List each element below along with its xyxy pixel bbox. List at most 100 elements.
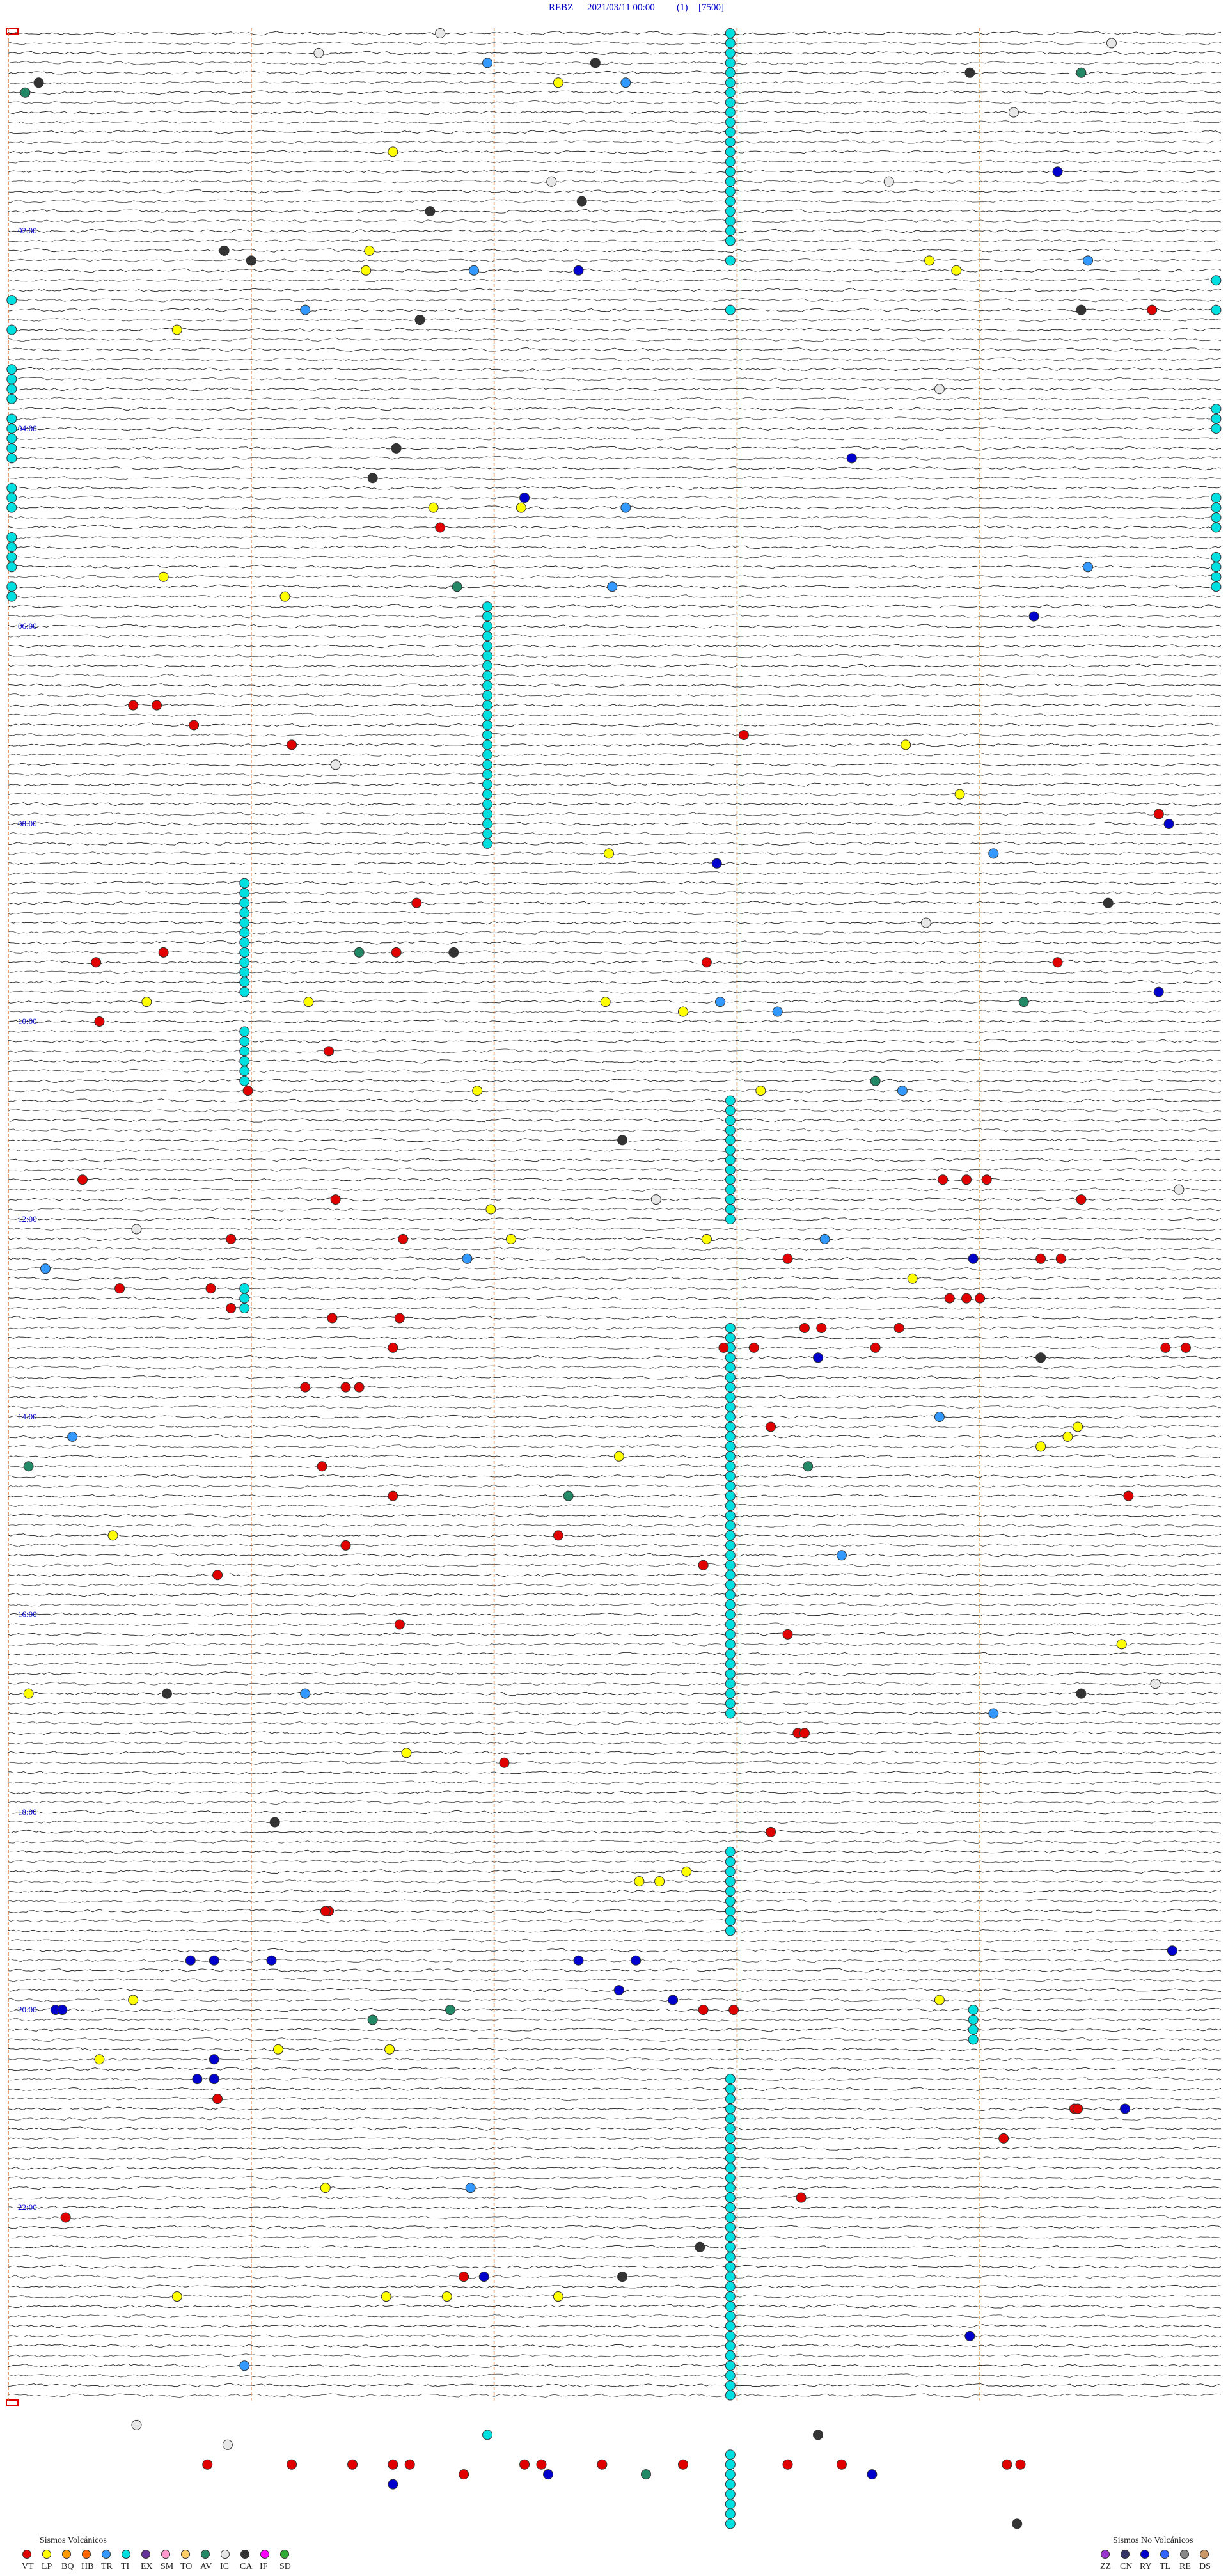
event-marker	[131, 2419, 142, 2430]
trace	[8, 1355, 1222, 1360]
event-marker	[388, 2479, 398, 2490]
event-marker	[388, 1342, 398, 1353]
event-marker	[1153, 986, 1164, 997]
trace	[8, 1484, 1222, 1489]
traces: 02:00 04:00 06:00 08:00 10:00 12:00 14:00 16:00…	[8, 31, 1222, 2398]
trace	[8, 100, 1222, 105]
trace	[8, 239, 1222, 243]
trace	[8, 2047, 1222, 2051]
legend-title: Sismos Volcánicos	[40, 2536, 107, 2545]
event-marker	[681, 1866, 692, 1877]
event-marker	[725, 1599, 736, 1610]
event-marker	[725, 2479, 736, 2490]
legend-code: CA	[240, 2562, 253, 2572]
trace	[8, 1701, 1222, 1706]
trace	[8, 1731, 1222, 1735]
event-marker	[600, 997, 611, 1007]
event-marker	[725, 77, 736, 88]
event-marker	[725, 1105, 736, 1116]
trace	[8, 732, 1222, 738]
event-marker	[388, 2459, 398, 2470]
trace	[8, 1414, 1222, 1419]
hour-label: 02:00	[18, 226, 37, 235]
event-marker	[964, 2330, 975, 2341]
trace	[8, 2195, 1222, 2200]
event-marker	[725, 87, 736, 98]
event-marker	[725, 216, 736, 226]
trace	[8, 1494, 1222, 1499]
event-marker	[459, 2469, 469, 2480]
event-marker	[725, 1906, 736, 1916]
trace	[8, 1385, 1222, 1390]
event-marker	[6, 364, 17, 375]
event-marker	[725, 1095, 736, 1106]
trace	[8, 851, 1222, 856]
event-marker	[725, 1490, 736, 1501]
event-marker	[1211, 571, 1222, 582]
event-marker	[725, 2449, 736, 2460]
trace	[8, 1978, 1222, 1982]
trace	[8, 268, 1222, 273]
trace	[8, 2166, 1222, 2170]
event-marker	[725, 1886, 736, 1897]
trace	[8, 960, 1222, 965]
trace	[8, 950, 1222, 955]
trace	[8, 416, 1222, 421]
event-marker	[1211, 304, 1222, 315]
event-marker	[907, 1273, 918, 1284]
event-marker	[725, 1708, 736, 1719]
event-marker	[725, 146, 736, 157]
trace	[8, 624, 1222, 629]
event-marker	[678, 2459, 688, 2470]
event-marker	[6, 482, 17, 493]
event-marker	[725, 1530, 736, 1541]
event-marker	[482, 631, 493, 642]
trace	[8, 614, 1222, 619]
event-marker	[482, 819, 493, 829]
event-marker	[94, 1016, 105, 1027]
event-marker	[920, 917, 931, 928]
event-marker	[161, 1688, 172, 1699]
trace	[8, 555, 1222, 559]
event-marker	[934, 1412, 945, 1422]
hour-label: 12:00	[18, 1214, 37, 1224]
event-marker	[57, 2005, 68, 2015]
legend-code: SD	[279, 2562, 291, 2572]
trace	[8, 1750, 1222, 1755]
event-marker	[482, 700, 493, 711]
event-marker	[772, 1006, 783, 1017]
legend-swatch	[221, 2550, 230, 2559]
trace	[8, 2264, 1222, 2270]
event-marker	[519, 2459, 530, 2470]
trace	[8, 51, 1222, 56]
event-marker	[725, 1115, 736, 1126]
event-marker	[748, 1342, 759, 1353]
event-marker	[944, 1293, 955, 1304]
event-marker	[725, 2370, 736, 2381]
event-marker	[425, 206, 436, 217]
event-marker	[725, 1164, 736, 1175]
event-marker	[226, 1233, 237, 1244]
trace	[8, 1068, 1222, 1073]
event-marker	[391, 947, 402, 958]
event-marker	[384, 2044, 395, 2055]
legend-swatch	[62, 2550, 71, 2559]
event-marker	[701, 957, 712, 968]
trace	[8, 2344, 1222, 2348]
trace	[8, 446, 1222, 451]
trace	[8, 2314, 1222, 2319]
event-marker	[725, 127, 736, 138]
event-marker	[171, 2291, 182, 2302]
trace	[8, 328, 1222, 332]
event-marker	[1083, 562, 1093, 573]
trace	[8, 2087, 1222, 2091]
event-marker	[924, 255, 935, 266]
trace	[8, 159, 1222, 164]
legend-code: VT	[22, 2562, 34, 2572]
trace	[8, 1760, 1222, 1765]
event-marker	[725, 1352, 736, 1363]
trace	[8, 1128, 1222, 1132]
event-marker	[158, 571, 169, 582]
event-marker	[725, 2113, 736, 2124]
event-marker	[1012, 2518, 1023, 2529]
